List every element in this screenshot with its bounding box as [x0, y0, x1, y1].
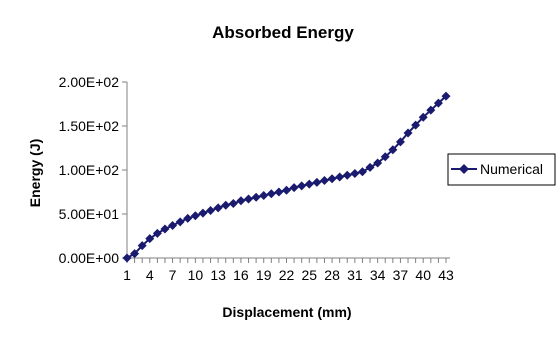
- data-point-diamond: [213, 203, 223, 213]
- data-point-diamond: [244, 194, 254, 204]
- x-tick-label: 19: [256, 267, 272, 283]
- y-tick-label: 0.00E+00: [59, 250, 120, 266]
- data-point-diamond: [365, 162, 375, 172]
- data-point-diamond: [380, 152, 390, 162]
- data-point-diamond: [168, 220, 178, 230]
- data-point-diamond: [198, 208, 208, 218]
- x-tick-label: 34: [370, 267, 386, 283]
- x-tick-label: 22: [279, 267, 295, 283]
- data-point-diamond: [251, 192, 261, 202]
- series-layer: [122, 91, 451, 263]
- data-point-diamond: [137, 241, 147, 251]
- data-point-diamond: [160, 224, 170, 234]
- data-point-diamond: [373, 158, 383, 168]
- data-point-diamond: [426, 105, 436, 115]
- data-point-diamond: [274, 187, 284, 197]
- x-tick-label: 25: [301, 267, 317, 283]
- data-point-diamond: [411, 120, 421, 130]
- x-tick-label: 40: [415, 267, 431, 283]
- data-point-diamond: [152, 228, 162, 238]
- x-tick-label: 13: [210, 267, 226, 283]
- data-point-diamond: [183, 213, 193, 223]
- data-point-diamond: [327, 174, 337, 184]
- y-tick-label: 1.50E+02: [59, 118, 120, 134]
- data-point-diamond: [190, 211, 200, 221]
- data-point-diamond: [122, 253, 132, 263]
- data-point-diamond: [228, 198, 238, 208]
- y-axis-label-group: Energy (J): [27, 139, 43, 207]
- legend-diamond-marker: [459, 164, 469, 174]
- x-tick-label: 16: [233, 267, 249, 283]
- y-ticks: 0.00E+00 5.00E+01 1.00E+02 1.50E+02 2.00E+02: [59, 74, 127, 266]
- data-point-diamond: [145, 234, 155, 244]
- data-point-diamond: [221, 200, 231, 210]
- data-point-diamond: [350, 169, 360, 179]
- data-point-diamond: [297, 181, 307, 191]
- data-point-diamond: [433, 98, 443, 108]
- data-point-diamond: [130, 249, 140, 259]
- x-tick-label: 10: [188, 267, 204, 283]
- y-tick-label: 2.00E+02: [59, 74, 120, 90]
- data-point-diamond: [175, 217, 185, 227]
- data-point-diamond: [319, 176, 329, 186]
- legend: Numerical: [447, 153, 556, 186]
- chart-title: Absorbed Energy: [212, 23, 354, 42]
- x-axis-label: Displacement (mm): [222, 304, 351, 320]
- x-tick-label: 31: [347, 267, 363, 283]
- y-axis-label: Energy (J): [27, 139, 43, 207]
- data-point-diamond: [282, 185, 291, 195]
- data-point-diamond: [418, 112, 428, 122]
- y-tick-label: 1.00E+02: [59, 162, 120, 178]
- data-point-diamond: [266, 189, 276, 199]
- data-point-diamond: [312, 177, 322, 187]
- y-tick-label: 5.00E+01: [59, 206, 120, 222]
- data-point-diamond: [206, 205, 216, 215]
- data-point-diamond: [259, 191, 269, 201]
- x-tick-label: 1: [123, 267, 131, 283]
- data-point-diamond: [304, 179, 314, 189]
- x-tick-label: 7: [169, 267, 177, 283]
- legend-label-numerical: Numerical: [480, 161, 543, 177]
- data-point-diamond: [236, 196, 246, 206]
- data-point-diamond: [441, 91, 451, 101]
- x-tick-label: 28: [324, 267, 340, 283]
- x-ticks: 1 4 7 10 13 16 19 22 25 28 31 34 37 40 43: [123, 258, 454, 283]
- data-point-diamond: [357, 167, 367, 177]
- x-tick-label: 37: [393, 267, 409, 283]
- data-point-diamond: [335, 172, 345, 182]
- data-point-diamond: [342, 170, 352, 180]
- data-point-diamond: [395, 137, 405, 147]
- x-tick-label: 4: [146, 267, 154, 283]
- data-point-diamond: [403, 128, 413, 138]
- data-point-diamond: [388, 145, 398, 155]
- x-tick-label: 43: [438, 267, 454, 283]
- legend-box: [447, 153, 556, 186]
- data-point-diamond: [289, 183, 299, 193]
